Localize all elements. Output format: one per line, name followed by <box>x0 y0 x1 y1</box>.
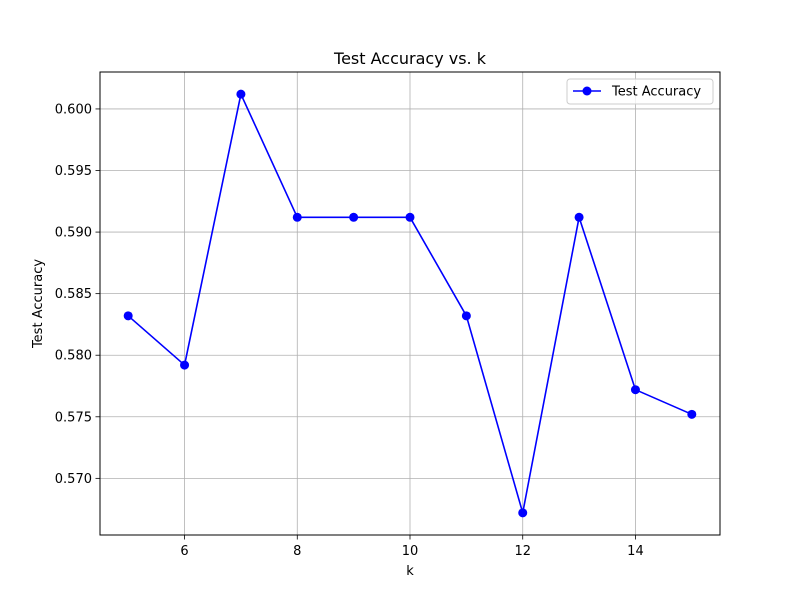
y-tick-label-0.575: 0.575 <box>55 410 92 425</box>
data-point-k-5 <box>123 311 133 321</box>
data-point-k-7 <box>236 89 246 99</box>
x-tick-label-6: 6 <box>180 544 188 559</box>
y-tick-label-0.580: 0.580 <box>55 349 92 364</box>
data-point-k-9 <box>349 212 359 222</box>
y-axis-label: Test Accuracy <box>31 259 46 349</box>
legend-label-test-accuracy: Test Accuracy <box>611 85 701 100</box>
x-tick-label-8: 8 <box>293 544 301 559</box>
data-point-k-12 <box>518 508 528 518</box>
data-point-k-13 <box>574 212 584 222</box>
y-tick-label-0.595: 0.595 <box>55 164 92 179</box>
x-tick-label-14: 14 <box>627 544 644 559</box>
legend: Test Accuracy <box>566 78 714 105</box>
data-point-k-14 <box>630 385 640 395</box>
x-tick-label-12: 12 <box>514 544 531 559</box>
data-point-k-6 <box>180 360 190 370</box>
data-point-k-15 <box>687 409 697 419</box>
x-tick-label-10: 10 <box>402 544 419 559</box>
x-axis-label: k <box>406 564 414 579</box>
chart-title: Test Accuracy vs. k <box>333 49 487 68</box>
data-series <box>123 89 697 518</box>
data-point-k-11 <box>461 311 471 321</box>
legend-box <box>566 78 714 105</box>
grid-lines <box>100 72 720 535</box>
axis-ticks: 6 8 10 12 14 0.570 0.575 0.580 0.585 0.590 0.595 0.… <box>55 102 644 559</box>
data-point-k-8 <box>292 212 302 222</box>
y-tick-label-0.600: 0.600 <box>55 102 92 117</box>
data-point-k-10 <box>405 212 415 222</box>
y-tick-label-0.590: 0.590 <box>55 226 92 241</box>
legend-marker-swatch <box>582 86 592 96</box>
y-tick-label-0.585: 0.585 <box>55 287 92 302</box>
y-tick-label-0.570: 0.570 <box>55 472 92 487</box>
